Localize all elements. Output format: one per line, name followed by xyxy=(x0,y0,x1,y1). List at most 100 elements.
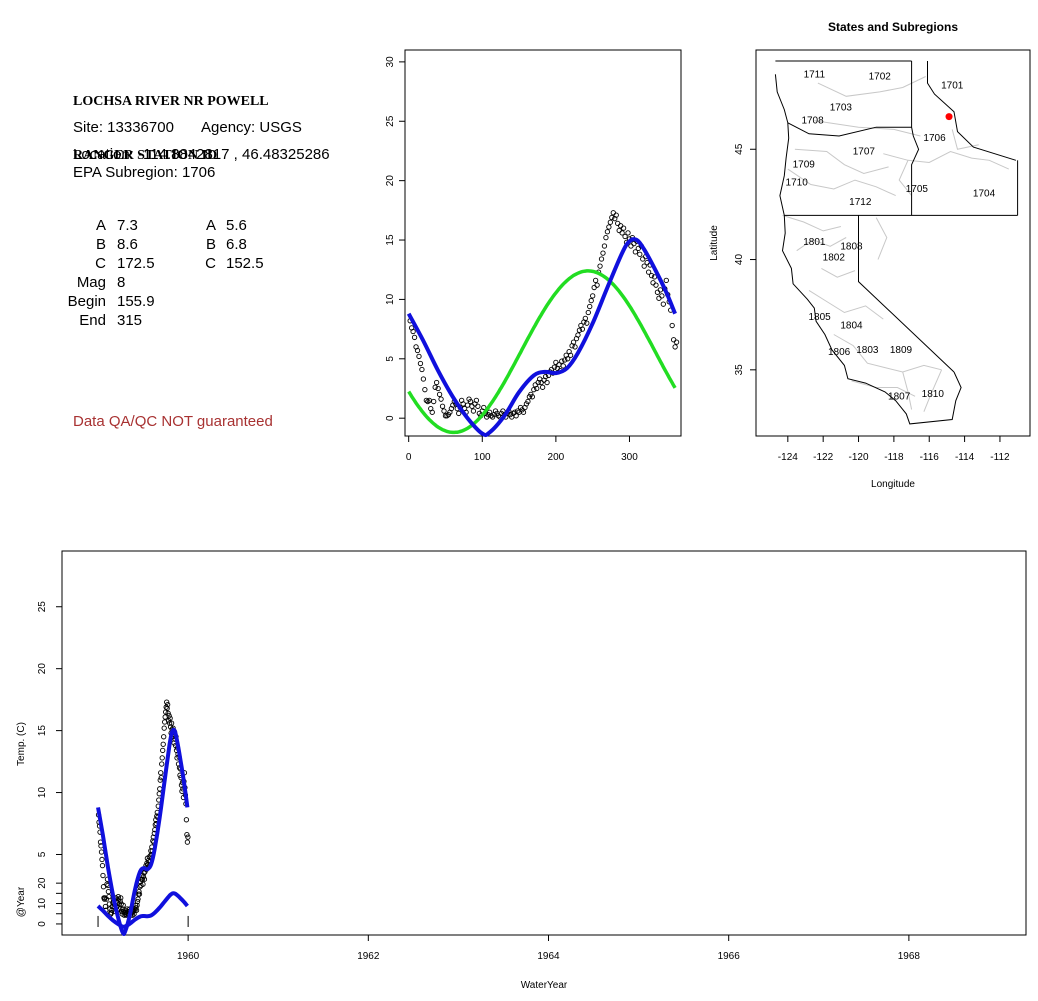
observed-point xyxy=(531,387,537,393)
param-label: Mag xyxy=(76,274,106,291)
observed-point xyxy=(656,295,662,301)
observed-point xyxy=(670,337,677,343)
ts-observed-point xyxy=(120,902,126,908)
param-label: Begin xyxy=(67,293,106,310)
param-value: 6.8 xyxy=(226,236,247,253)
observed-point xyxy=(575,332,581,338)
observed-point xyxy=(432,384,438,390)
ts-observed-point xyxy=(98,849,105,855)
ts-observed-point xyxy=(184,832,190,838)
observed-point xyxy=(669,322,675,329)
ts-y-tick-label: 20 xyxy=(37,663,48,675)
observed-point xyxy=(640,256,646,262)
fit-curve-green xyxy=(407,269,677,435)
ts-observed-point xyxy=(140,881,146,887)
y-tick-label: 15 xyxy=(385,234,396,246)
observed-point xyxy=(473,397,480,404)
epa-subregion: EPA Subregion: 1706 xyxy=(73,164,216,181)
observed-point xyxy=(620,225,627,231)
x-tick-label: 300 xyxy=(621,452,638,463)
subregion-boundary xyxy=(833,334,942,373)
map-x-tick-label: -114 xyxy=(955,452,975,463)
qa-warning: Data QA/QC NOT guaranteed xyxy=(73,413,273,430)
subregion-boundary xyxy=(808,289,884,320)
ts-observed-point xyxy=(136,888,142,895)
ts-observed-point xyxy=(141,870,147,876)
y-tick-label: 10 xyxy=(385,293,396,305)
subregion-boundary xyxy=(821,267,856,278)
ts-y-tick-label: 25 xyxy=(37,601,48,613)
observed-point xyxy=(584,320,590,326)
ts-observed-point xyxy=(184,839,191,845)
ts-observed-point xyxy=(139,876,146,882)
timeseries-ylabel2: @Year xyxy=(16,886,27,917)
observed-point xyxy=(657,287,664,293)
observed-point xyxy=(431,398,437,405)
ts-x-tick-label: 1962 xyxy=(357,951,380,962)
observed-point xyxy=(420,376,427,382)
observed-point xyxy=(637,251,643,257)
ts-observed-point xyxy=(164,699,170,705)
observed-point xyxy=(425,398,431,405)
ts-observed-point xyxy=(106,893,112,900)
observed-point xyxy=(635,245,641,251)
ts-observed-point xyxy=(109,907,115,913)
observed-point xyxy=(587,303,593,310)
subregion-boundary xyxy=(923,369,943,412)
observed-point xyxy=(559,358,565,364)
observed-point xyxy=(650,280,656,286)
observed-point xyxy=(606,224,612,230)
plot-frame xyxy=(404,49,682,437)
subregion-label: 1702 xyxy=(869,71,892,82)
ts-observed-point xyxy=(135,896,141,902)
observed-point xyxy=(631,240,637,247)
fit-curve-blue xyxy=(406,237,677,438)
param-label: A xyxy=(95,217,106,234)
ts-observed-point xyxy=(159,761,165,767)
observed-point xyxy=(601,243,608,249)
observed-point xyxy=(641,263,647,269)
ts-y2-tick-label: 0 xyxy=(37,921,48,927)
observed-point xyxy=(435,385,441,392)
subregion-label: 1707 xyxy=(853,146,876,157)
observed-point xyxy=(565,356,571,362)
observed-point xyxy=(600,250,606,256)
ts-observed-point xyxy=(157,786,163,792)
ts-year-curve xyxy=(96,891,189,929)
ts-observed-point xyxy=(136,891,143,897)
ts-observed-point xyxy=(161,725,167,731)
observed-point xyxy=(659,293,665,299)
observed-point xyxy=(551,364,558,370)
observed-point xyxy=(520,409,527,415)
y-tick-label: 30 xyxy=(385,56,396,68)
param-value: 5.6 xyxy=(226,217,247,234)
ts-observed-point xyxy=(141,876,148,882)
observed-point xyxy=(645,269,652,275)
subregion-label: 1803 xyxy=(856,345,879,356)
map-x-tick-label: -124 xyxy=(778,452,798,463)
subregion-label: 1706 xyxy=(923,133,946,144)
observed-point xyxy=(625,230,631,236)
timeseries-ylabel: Temp. (C) xyxy=(16,722,27,766)
observed-point xyxy=(648,273,655,279)
ts-y-tick-label: 5 xyxy=(37,851,48,857)
ts-observed-point xyxy=(100,872,106,879)
observed-point xyxy=(441,408,447,414)
agency: Agency: USGS xyxy=(201,119,302,136)
observed-point xyxy=(439,403,446,409)
param-label: C xyxy=(95,255,106,272)
site-id: Site: 13336700 xyxy=(73,119,174,136)
subregion-boundary xyxy=(898,160,912,196)
param-label: B xyxy=(205,236,216,253)
ts-observed-point xyxy=(164,705,170,711)
observed-point xyxy=(534,385,540,392)
subregion-boundary xyxy=(851,380,916,397)
map-x-tick-label: -118 xyxy=(884,452,904,463)
observed-point xyxy=(654,289,661,295)
subregion-label: 1708 xyxy=(801,116,824,127)
observed-point xyxy=(410,328,416,335)
observed-point xyxy=(467,398,474,405)
station-name-line2: RANGER STATION ID xyxy=(73,148,218,163)
map-y-tick-label: 35 xyxy=(734,364,745,376)
